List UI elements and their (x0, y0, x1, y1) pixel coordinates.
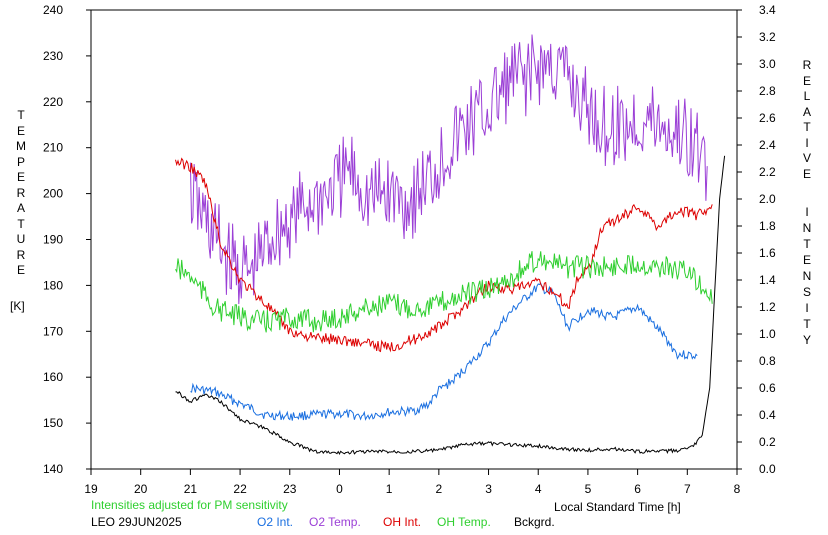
left-axis-tick-label: 230 (43, 49, 63, 63)
left-axis-tick-label: 160 (43, 370, 63, 384)
left-axis-tick-label: 180 (43, 278, 63, 292)
right-axis-title-letter: R (802, 58, 812, 72)
left-axis-title-letter: E (16, 263, 25, 277)
right-axis-tick-label: 2.0 (759, 192, 776, 206)
right-axis-tick-label: 2.6 (759, 111, 776, 125)
x-axis-tick-label: 2 (436, 482, 443, 496)
left-axis-title-letter: T (17, 216, 25, 231)
left-axis-title-letter: M (16, 139, 26, 153)
series-line-oh-int (175, 157, 713, 353)
x-axis-tick-label: 21 (184, 482, 198, 496)
right-axis-tick-label: 0.2 (759, 435, 776, 449)
series-line-oh-temp (175, 251, 713, 333)
station-date-label: LEO 29JUN2025 (91, 515, 182, 529)
right-axis-title-letter: E (802, 73, 811, 88)
right-axis-title-letter: L (803, 89, 811, 103)
left-axis-title-letter: R (16, 185, 26, 200)
left-axis-title-letter: A (16, 201, 25, 215)
legend-entry: OH Temp. (437, 515, 491, 529)
right-axis-title-letter: I (805, 205, 809, 219)
right-axis-tick-label: 1.2 (759, 300, 776, 314)
legend-entry: OH Int. (383, 515, 422, 529)
right-axis-tick-label: 3.2 (759, 30, 776, 44)
right-axis-tick-label: 0.4 (759, 408, 776, 422)
right-axis-title-letter: N (802, 221, 812, 235)
left-axis-tick-label: 140 (43, 462, 63, 476)
right-axis-title-letter: T (803, 120, 811, 134)
series-line-o2-temp (189, 34, 708, 305)
right-axis-tick-label: 2.8 (759, 84, 776, 98)
right-axis-tick-label: 0.6 (759, 381, 776, 395)
legend-entry: Bckgrd. (514, 515, 555, 529)
series-line-bckgrd (175, 155, 726, 455)
sensitivity-note: Intensities adjusted for PM sensitivity (91, 498, 288, 512)
x-axis-tick-label: 19 (84, 482, 98, 496)
right-axis-tick-label: 2.4 (759, 138, 776, 152)
x-axis-tick-label: 1 (386, 482, 393, 496)
right-axis-title-letter: T (803, 317, 811, 331)
right-axis-tick-label: 1.4 (759, 273, 776, 287)
x-axis-tick-label: 7 (684, 482, 691, 496)
right-axis-title-letter: I (805, 301, 809, 315)
left-axis-title-letter: P (16, 154, 25, 169)
right-axis-title-letter: S (802, 285, 811, 299)
right-axis-tick-label: 1.6 (759, 246, 776, 260)
left-axis-title-letter: R (16, 247, 26, 262)
x-axis-tick-label: 8 (734, 482, 741, 496)
right-axis-title-letter: I (805, 135, 809, 150)
right-axis-tick-label: 1.8 (759, 219, 776, 233)
legend-entry: O2 Temp. (309, 515, 361, 529)
right-axis-tick-label: 2.2 (759, 165, 776, 179)
right-axis-title-letter: T (803, 237, 811, 251)
left-axis-title-letter: E (16, 123, 25, 138)
right-axis-tick-label: 0.8 (759, 354, 776, 368)
legend-entry: O2 Int. (257, 515, 294, 529)
left-axis-tick-label: 170 (43, 324, 63, 338)
right-axis-title-letter: Y (802, 333, 811, 347)
x-axis-tick-label: 23 (283, 482, 297, 496)
x-axis-tick-label: 6 (634, 482, 641, 496)
right-axis-title-letter: E (802, 253, 811, 267)
x-axis-tick-label: 0 (336, 482, 343, 496)
right-axis-title-letter: V (802, 151, 811, 165)
x-axis-tick-label: 5 (585, 482, 592, 496)
left-axis-unit: [K] (10, 299, 25, 313)
left-axis-title-letter: U (16, 232, 26, 246)
right-axis-tick-label: 0.0 (759, 462, 776, 476)
right-axis-tick-label: 3.0 (759, 57, 776, 71)
x-axis-tick-label: 20 (134, 482, 148, 496)
left-axis-tick-label: 200 (43, 187, 63, 201)
x-axis-tick-label: 22 (233, 482, 247, 496)
right-axis-title-letter: E (802, 166, 811, 181)
left-axis-tick-label: 240 (43, 3, 63, 17)
left-axis-tick-label: 150 (43, 416, 63, 430)
series-line-o2-int (190, 282, 698, 421)
left-axis-tick-label: 220 (43, 95, 63, 109)
left-axis-tick-label: 190 (43, 233, 63, 247)
x-axis-tick-label: 4 (535, 482, 542, 496)
right-axis-tick-label: 3.4 (759, 3, 776, 17)
right-axis-title-letter: N (802, 269, 812, 283)
x-axis-title: Local Standard Time [h] (554, 500, 681, 514)
left-axis-title-letter: T (17, 108, 25, 122)
right-axis-title-letter: A (802, 104, 811, 119)
left-axis-title-letter: E (16, 170, 25, 184)
left-axis-tick-label: 210 (43, 141, 63, 155)
right-axis-tick-label: 1.0 (759, 327, 776, 341)
x-axis-tick-label: 3 (485, 482, 492, 496)
